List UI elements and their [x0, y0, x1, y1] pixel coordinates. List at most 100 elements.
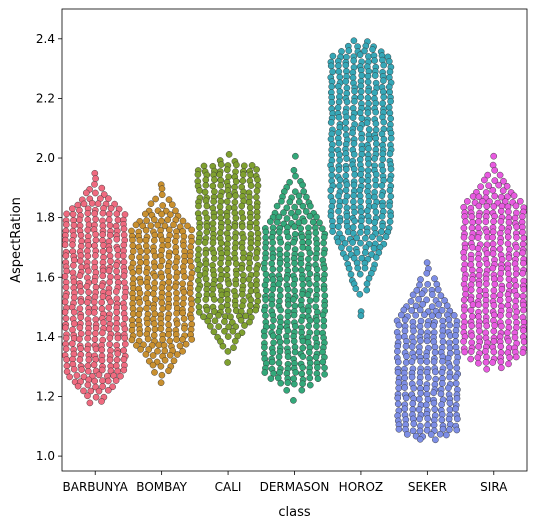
- data-point: [369, 46, 376, 53]
- data-point: [306, 297, 314, 304]
- data-point: [467, 307, 475, 314]
- data-point: [120, 225, 128, 233]
- data-point: [482, 348, 489, 355]
- data-point: [172, 207, 179, 215]
- data-point: [290, 397, 297, 404]
- data-point: [113, 235, 121, 243]
- data-point: [195, 202, 202, 210]
- data-point: [70, 262, 77, 269]
- data-point: [290, 296, 297, 303]
- data-point: [247, 182, 255, 189]
- data-point: [314, 364, 321, 371]
- data-point: [371, 155, 378, 162]
- data-point: [85, 242, 92, 249]
- data-point: [306, 317, 314, 324]
- data-point: [276, 259, 284, 267]
- data-point: [312, 353, 320, 361]
- data-point: [505, 360, 512, 368]
- data-point: [70, 320, 78, 328]
- data-point: [150, 320, 158, 328]
- data-point: [364, 167, 372, 174]
- data-point: [335, 223, 342, 231]
- data-point: [173, 336, 180, 343]
- data-point: [417, 389, 424, 397]
- data-point: [292, 369, 299, 376]
- data-point: [224, 333, 232, 340]
- data-point: [231, 223, 239, 230]
- data-point: [295, 192, 303, 200]
- data-point: [158, 257, 166, 265]
- data-point: [336, 176, 344, 184]
- data-point: [430, 421, 438, 429]
- data-point: [387, 192, 395, 200]
- data-point: [351, 87, 358, 95]
- data-point: [121, 293, 129, 301]
- data-point: [157, 362, 165, 370]
- data-point: [151, 263, 158, 271]
- data-point: [379, 100, 387, 107]
- data-point: [261, 332, 268, 340]
- data-point: [343, 155, 350, 162]
- data-point: [161, 356, 169, 364]
- data-point: [336, 156, 343, 164]
- data-point: [165, 284, 173, 292]
- data-point: [446, 399, 454, 407]
- data-point: [371, 219, 379, 226]
- data-point: [460, 296, 468, 304]
- data-point: [109, 383, 116, 391]
- data-point: [121, 325, 129, 333]
- data-point: [491, 177, 499, 184]
- data-point: [87, 387, 95, 395]
- data-point: [335, 68, 343, 75]
- data-point: [159, 305, 166, 313]
- data-point: [513, 292, 521, 299]
- data-point: [476, 287, 484, 294]
- data-point: [121, 315, 129, 322]
- data-point: [77, 231, 85, 239]
- data-point: [349, 239, 356, 246]
- data-point: [336, 182, 343, 190]
- data-point: [387, 212, 395, 220]
- data-point: [216, 171, 224, 178]
- data-point: [173, 273, 180, 281]
- data-point: [239, 177, 247, 185]
- data-point: [410, 384, 418, 392]
- data-point: [95, 371, 103, 379]
- data-point: [104, 386, 112, 394]
- data-point: [313, 286, 321, 294]
- data-point: [276, 286, 284, 294]
- data-point: [371, 89, 379, 97]
- data-point: [202, 250, 210, 257]
- data-point: [437, 292, 445, 299]
- data-point: [121, 279, 128, 286]
- data-point: [415, 406, 423, 413]
- data-point: [91, 335, 99, 343]
- data-point: [165, 278, 173, 286]
- data-point: [510, 192, 518, 200]
- data-point: [491, 192, 499, 200]
- data-point: [91, 277, 98, 285]
- data-point: [336, 73, 344, 81]
- data-point: [361, 264, 369, 272]
- data-point: [505, 296, 513, 303]
- data-point: [401, 327, 409, 335]
- data-point: [423, 426, 431, 434]
- data-point: [428, 312, 436, 320]
- data-point: [195, 246, 202, 253]
- data-point: [187, 314, 195, 322]
- data-point: [158, 299, 166, 307]
- data-point: [401, 384, 409, 391]
- data-point: [307, 202, 314, 210]
- data-point: [342, 254, 350, 262]
- data-point: [306, 249, 314, 257]
- data-point: [395, 379, 402, 386]
- data-point: [341, 239, 349, 247]
- data-point: [491, 280, 499, 288]
- data-point: [247, 287, 255, 295]
- data-point: [299, 306, 307, 314]
- data-point: [188, 300, 195, 308]
- data-point: [62, 334, 70, 342]
- data-point: [254, 240, 261, 247]
- data-point: [107, 204, 115, 212]
